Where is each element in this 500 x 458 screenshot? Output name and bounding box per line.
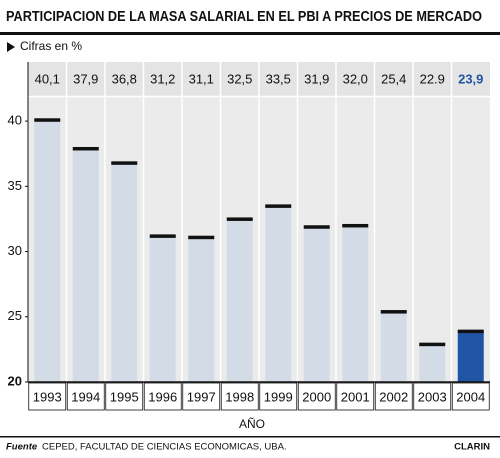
bar-cap (457, 329, 484, 334)
value-label: 22.9 (420, 71, 445, 86)
x-tick-label: 1994 (71, 389, 100, 404)
x-tick-label: 1998 (225, 389, 254, 404)
value-label: 25,4 (381, 71, 406, 86)
value-label: 31,9 (304, 71, 329, 86)
year-cell (220, 382, 259, 411)
value-label: 32,5 (227, 71, 252, 86)
bar-cap (72, 146, 99, 151)
bar-cap (265, 204, 292, 208)
year-cell (413, 382, 452, 411)
bar-cap (226, 217, 253, 221)
bar-cap (419, 342, 446, 347)
value-label: 36,8 (112, 71, 137, 86)
bar-cap (380, 310, 407, 314)
bar-cap (111, 161, 138, 165)
source-label: Fuente (6, 442, 38, 453)
bar-cap (34, 118, 61, 122)
x-tick-label: 2002 (379, 389, 408, 404)
x-tick-label: 2001 (341, 389, 370, 404)
bar (342, 225, 369, 382)
title-rule (0, 32, 500, 35)
year-cell (143, 382, 182, 411)
value-label: 33,5 (266, 71, 291, 86)
bar (34, 119, 61, 382)
footer-rule (0, 436, 500, 438)
year-cell (259, 382, 298, 411)
y-tick-label: 20 (8, 373, 22, 388)
bar (265, 205, 292, 382)
x-tick-label: 2003 (418, 389, 447, 404)
x-tick-label: 1993 (33, 389, 62, 404)
bullet (7, 42, 15, 52)
y-tick-label: 35 (8, 178, 22, 193)
source: CEPED, FACULTAD DE CIENCIAS ECONOMICAS, … (42, 442, 287, 453)
x-tick-label: 1996 (148, 389, 177, 404)
bar-cap (149, 234, 176, 238)
year-cell (28, 382, 67, 411)
bar (111, 162, 138, 382)
x-tick-label: 1997 (187, 389, 216, 404)
year-cell (105, 382, 144, 411)
bar (380, 311, 407, 382)
y-tick-label: 30 (8, 243, 22, 258)
bar (72, 148, 99, 382)
year-cell (66, 382, 105, 411)
subtitle: Cifras en % (20, 39, 82, 53)
bar-cap (342, 223, 369, 228)
value-label: 40,1 (35, 71, 60, 86)
brand: CLARIN (454, 442, 490, 453)
bar (303, 226, 330, 382)
bar (457, 331, 484, 382)
value-label: 31,2 (150, 71, 175, 86)
x-tick-label: 1999 (264, 389, 293, 404)
year-cell (336, 382, 375, 411)
year-cell (297, 382, 336, 411)
bar (419, 344, 446, 382)
bar-cap (303, 225, 330, 229)
value-label: 37,9 (73, 71, 98, 86)
year-cell (374, 382, 413, 411)
y-tick-label: 25 (8, 308, 22, 323)
bar-cap (188, 235, 215, 240)
chart-title: PARTICIPACION DE LA MASA SALARIAL EN EL … (6, 9, 482, 25)
x-tick-label: 2004 (456, 389, 485, 404)
year-cell (182, 382, 221, 411)
bar (226, 218, 253, 382)
x-tick-label: 1995 (110, 389, 139, 404)
year-cell (451, 382, 490, 411)
bar (188, 237, 215, 382)
y-tick-label: 40 (8, 113, 22, 128)
value-label: 32,0 (343, 71, 368, 86)
x-tick-label: 2000 (302, 389, 331, 404)
value-label: 23,9 (458, 71, 483, 86)
bar (149, 235, 176, 382)
x-axis-title: AÑO (239, 417, 265, 431)
value-label: 31,1 (189, 71, 214, 86)
